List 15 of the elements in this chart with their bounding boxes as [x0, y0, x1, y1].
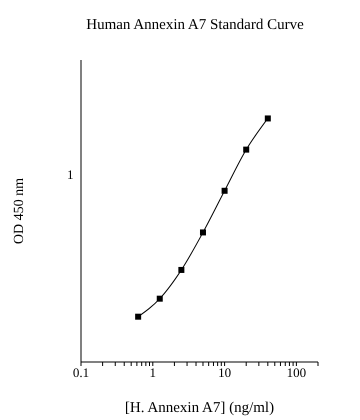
point	[243, 146, 250, 153]
point	[264, 115, 271, 122]
point	[178, 266, 184, 273]
x-tick-label: 100	[286, 365, 306, 380]
text: 1	[67, 167, 74, 183]
point	[135, 314, 142, 320]
point	[156, 296, 163, 302]
point	[200, 229, 206, 236]
x-tick-label: 10	[218, 365, 232, 380]
x-tick-label: 1	[150, 365, 156, 380]
chart-title: Human Annexin A7 Standard Curve	[85, 16, 305, 35]
y-axis-title: OD 450 nm	[12, 178, 27, 244]
x-tick-label: 0.1	[72, 365, 90, 380]
point	[222, 188, 228, 194]
x-axis-title: [H. Annexin A7] (ng/ml)	[124, 400, 274, 416]
